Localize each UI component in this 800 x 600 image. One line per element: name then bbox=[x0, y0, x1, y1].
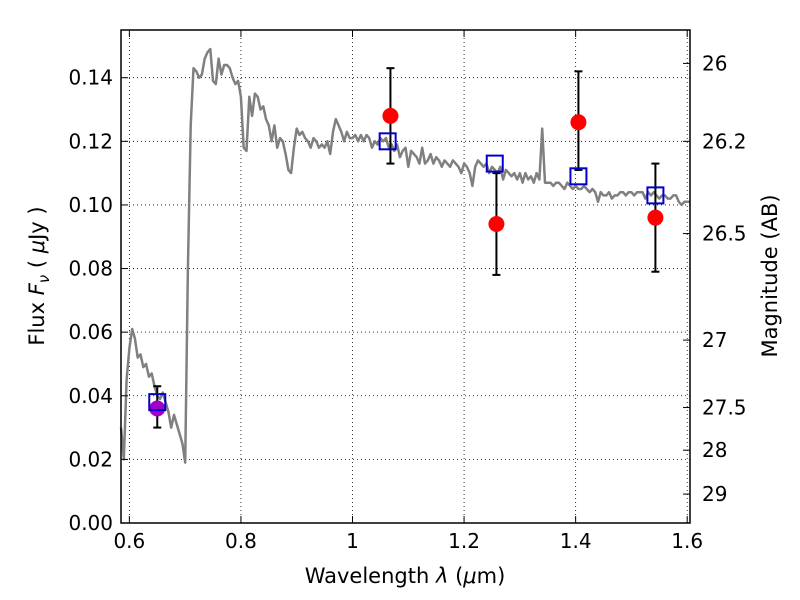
plot-frame bbox=[120, 29, 691, 524]
y-tick-label: 0.10 bbox=[68, 193, 113, 217]
model-flux-square bbox=[485, 154, 504, 173]
observed-flux-point bbox=[647, 209, 664, 226]
x-tick-label: 1.6 bbox=[671, 529, 703, 553]
model-flux-square bbox=[378, 132, 397, 151]
y-axis-label: Flux Fν ( μJy ) bbox=[25, 206, 53, 345]
model-spectrum-line bbox=[119, 47, 690, 464]
observed-flux-point bbox=[382, 107, 399, 124]
observed-flux-point bbox=[570, 114, 587, 131]
y-tick-label: 0.12 bbox=[68, 129, 113, 153]
photometry-layer bbox=[148, 67, 665, 429]
y-tick-label: 0.04 bbox=[68, 384, 113, 408]
y-tick-label: 0.06 bbox=[68, 320, 113, 344]
x-tick-label: 1.4 bbox=[560, 529, 592, 553]
observed-flux-point bbox=[149, 400, 166, 417]
y2-tick-label: 28 bbox=[702, 438, 727, 462]
y2-tick-label: 29 bbox=[702, 482, 727, 506]
y2-tick-label: 26.5 bbox=[702, 222, 747, 246]
tick-labels: 0.6 0.8 1 1.2 1.4 1.6 0.00 0.02 0.04 0.06 0.08 0.10… bbox=[68, 51, 746, 553]
x-tick-label: 1.2 bbox=[448, 529, 480, 553]
y-tick-label: 0.00 bbox=[68, 511, 113, 535]
model-flux-square bbox=[148, 393, 167, 412]
y2-tick-label: 26 bbox=[702, 51, 727, 75]
x-tick-label: 0.6 bbox=[113, 529, 145, 553]
x-tick-label: 1 bbox=[346, 529, 359, 553]
y-tick-label: 0.14 bbox=[68, 66, 113, 90]
x-axis-label: Wavelength λ (μm) bbox=[305, 564, 506, 588]
model-flux-square bbox=[646, 186, 665, 205]
model-flux-square bbox=[569, 167, 588, 186]
y2-tick-label: 27 bbox=[702, 328, 727, 352]
x-tick-label: 0.8 bbox=[225, 529, 257, 553]
grid-lines bbox=[121, 30, 690, 524]
y-tick-label: 0.08 bbox=[68, 257, 113, 281]
y2-tick-label: 26.2 bbox=[702, 129, 747, 153]
axis-ticks bbox=[121, 30, 690, 524]
observed-flux-point bbox=[488, 216, 505, 233]
y-tick-label: 0.02 bbox=[68, 447, 113, 471]
y2-axis-label: Magnitude (AB) bbox=[758, 194, 782, 357]
model-spectrum-layer bbox=[119, 47, 690, 464]
y2-tick-label: 27.5 bbox=[702, 396, 747, 420]
